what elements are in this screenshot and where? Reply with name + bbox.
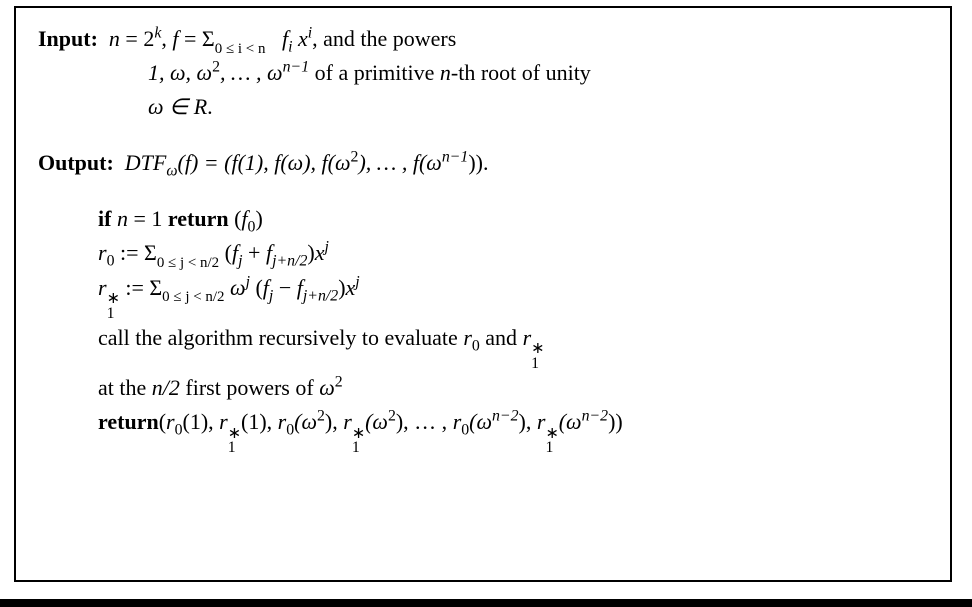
output-line: Output: DTFω(f) = (f(1), f(ω), f(ω2), … … (38, 146, 928, 180)
input-line-3: ω ∈ R. (38, 90, 928, 124)
algorithm-box: Input: n = 2k, f = Σ0 ≤ i < n fi xi, and… (14, 6, 952, 582)
algo-line-4: call the algorithm recursively to evalua… (38, 321, 928, 371)
input-line-1: Input: n = 2k, f = Σ0 ≤ i < n fi xi, and… (38, 22, 928, 56)
algo-line-5: at the n/2 first powers of ω2 (38, 371, 928, 405)
algo-line-2: r0 := Σ0 ≤ j < n/2 (fj + fj+n/2)xj (38, 236, 928, 270)
bottom-bar (0, 599, 972, 607)
input-label: Input: (38, 26, 98, 51)
input-line-2: 1, ω, ω2, … , ωn−1 of a primitive n-th r… (38, 56, 928, 90)
algo-line-6: return(r0(1), r∗1(1), r0(ω2), r∗1(ω2), …… (38, 405, 928, 455)
algo-line-3: r∗1 := Σ0 ≤ j < n/2 ωj (fj − fj+n/2)xj (38, 271, 928, 321)
output-label: Output: (38, 150, 114, 175)
algo-line-1: if n = 1 return (f0) (38, 202, 928, 236)
